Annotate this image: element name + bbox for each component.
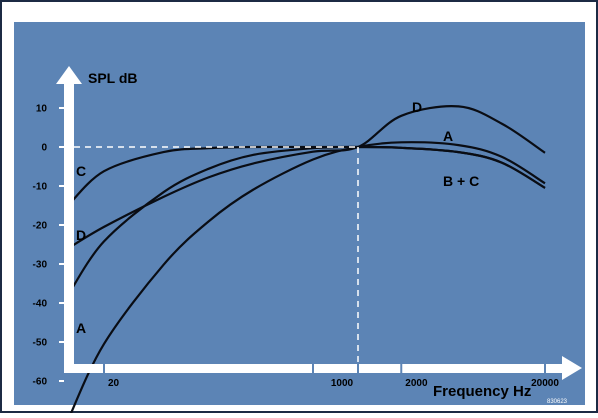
series-line-a [67, 141, 546, 418]
x-tick-label: 2000 [405, 378, 428, 389]
x-axis-arrowhead [562, 356, 582, 380]
y-tick-label: -10 [33, 182, 48, 193]
y-tick-label: 0 [41, 143, 47, 154]
curve-label-c-left: C [76, 163, 86, 179]
y-axis-label: SPL dB [88, 70, 138, 86]
x-tick-label: 20000 [531, 378, 559, 389]
y-tick-label: -30 [33, 260, 48, 271]
x-tick-label: 20 [108, 378, 120, 389]
y-tick-label: -40 [33, 299, 48, 310]
annotation-layer: D A B + C C D A [76, 99, 479, 336]
y-ticks-layer: 10 0 -10 -20 -30 -40 -50 -60 [33, 104, 64, 388]
figure-code: 830623 [547, 399, 568, 405]
curve-label-a-left: A [76, 320, 86, 336]
x-axis-label: Frequency Hz [433, 383, 531, 400]
curves-layer [67, 105, 546, 418]
curve-label-b-plus-c: B + C [443, 173, 479, 189]
series-line-d [67, 105, 546, 250]
x-axis-bar [64, 364, 564, 373]
y-axis-bar [64, 82, 74, 372]
curve-label-d-top: D [412, 99, 422, 115]
curve-label-d-left: D [76, 227, 86, 243]
y-tick-label: -20 [33, 221, 48, 232]
plot-background [14, 22, 585, 405]
y-axis-arrowhead [56, 66, 82, 84]
curve-label-a-right: A [443, 128, 453, 144]
y-axis [56, 66, 82, 372]
y-tick-label: 10 [36, 104, 48, 115]
series-line-c [67, 145, 546, 207]
x-axis [64, 356, 582, 380]
x-ticks-layer: 20 1000 2000 20000 [103, 364, 559, 389]
x-tick-label: 1000 [331, 378, 354, 389]
y-tick-label: -60 [33, 377, 48, 388]
y-tick-label: -50 [33, 338, 48, 349]
